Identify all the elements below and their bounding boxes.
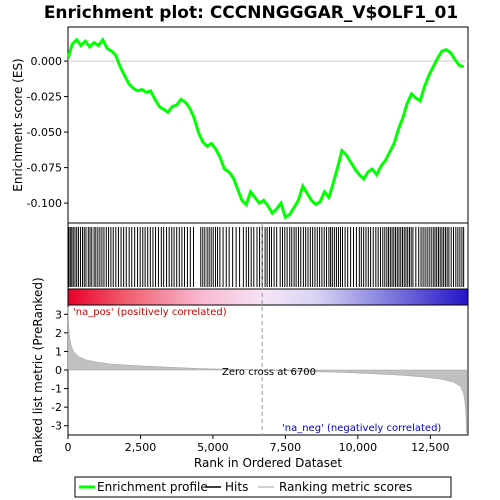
es-panel-frame <box>67 26 469 224</box>
legend: Enrichment profile Hits Ranking metric s… <box>74 476 452 498</box>
metric-y-tick-label: 1 <box>55 345 62 358</box>
x-tick-label: 7,500 <box>270 441 302 454</box>
chart-title: Enrichment plot: CCCNNGGGAR_V$OLF1_01 <box>44 3 458 23</box>
x-tick-label: 0 <box>65 441 72 454</box>
es-y-tick-label: -0.100 <box>27 197 62 210</box>
enrichment-profile-line <box>66 37 465 220</box>
x-axis: 0 2,500 5,000 7,500 10,000 12,500 <box>65 435 450 454</box>
x-tick-label: 5,000 <box>197 441 229 454</box>
metric-y-tick-label: -3 <box>51 420 62 433</box>
heatmap-bar <box>67 288 469 306</box>
es-panel: 0.000 -0.025 -0.050 -0.075 -0.100 Enrichment… <box>11 26 469 224</box>
x-tick-label: 2,500 <box>125 441 157 454</box>
es-y-tick-label: -0.050 <box>27 126 62 139</box>
na-pos-label: 'na_pos' (positively correlated) <box>73 307 227 318</box>
es-y-tick-label: -0.075 <box>27 162 62 175</box>
metric-y-axis-label: Ranked list metric (PreRanked) <box>31 277 45 462</box>
hit-lines <box>68 227 465 287</box>
x-tick-label: 10,000 <box>339 441 378 454</box>
x-tick-label: 12,500 <box>411 441 450 454</box>
legend-label-metric: Ranking metric scores <box>279 480 412 494</box>
es-y-axis: 0.000 -0.025 -0.050 -0.075 -0.100 <box>27 55 68 210</box>
metric-y-tick-label: 0 <box>55 364 62 377</box>
zero-cross-label: Zero cross at 6700 <box>222 367 316 378</box>
na-neg-label: 'na_neg' (negatively correlated) <box>282 423 441 434</box>
es-y-tick-label: 0.000 <box>31 55 63 68</box>
hits-panel <box>67 222 469 290</box>
es-y-tick-label: -0.025 <box>27 91 62 104</box>
legend-label-hits: Hits <box>225 480 248 494</box>
metric-panel: 3 2 1 0 -1 -2 -3 'na_pos' (positively correlat… <box>31 223 469 463</box>
x-axis-label: Rank in Ordered Dataset <box>194 456 342 470</box>
metric-y-tick-label: -1 <box>51 383 62 396</box>
metric-y-tick-label: 3 <box>55 308 62 321</box>
ranking-heatmap <box>67 288 469 306</box>
legend-label-enrichment: Enrichment profile <box>97 480 208 494</box>
metric-y-tick-label: 2 <box>55 327 62 340</box>
metric-y-axis: 3 2 1 0 -1 -2 -3 <box>51 308 68 433</box>
es-y-axis-label: Enrichment score (ES) <box>11 58 25 191</box>
metric-y-tick-label: -2 <box>51 401 62 414</box>
